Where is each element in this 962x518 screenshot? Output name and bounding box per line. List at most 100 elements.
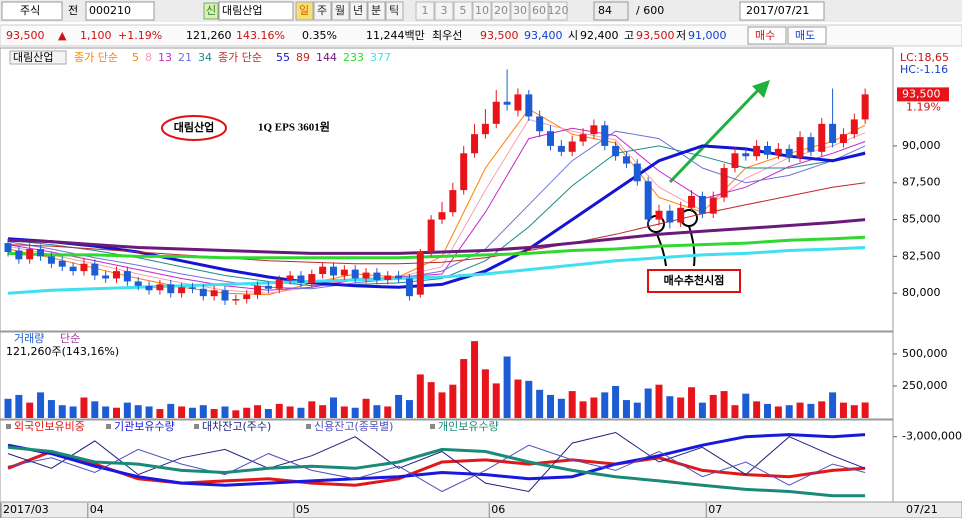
minute-button[interactable] (472, 1, 492, 21)
candle-body (829, 123, 837, 143)
candle-body (492, 101, 500, 124)
minute-button[interactable] (415, 1, 435, 21)
period-button[interactable] (313, 1, 332, 21)
volume-bar (829, 392, 837, 418)
volume-bar (612, 385, 620, 418)
candle-body (145, 285, 153, 291)
count-box[interactable] (593, 1, 629, 21)
volume: 121,260 (186, 29, 232, 42)
volume-bar (850, 405, 858, 418)
buy: 매수 (755, 29, 775, 42)
volume-bar (47, 400, 55, 418)
volume-bar (26, 402, 34, 418)
candle-body (579, 134, 587, 142)
period-button[interactable] (349, 1, 368, 21)
candle-body (764, 145, 771, 155)
volume-bar (492, 383, 500, 418)
volume-bar (677, 397, 685, 418)
legend-item: 기관보유수량 (114, 420, 175, 433)
minute-button[interactable] (510, 1, 530, 21)
date-box[interactable] (739, 1, 825, 21)
code-input[interactable] (85, 1, 155, 21)
volume-bar (319, 405, 327, 418)
candle-body (839, 134, 847, 143)
volume-bar (123, 402, 131, 418)
volume-bar (742, 393, 750, 418)
volume-bar (698, 402, 706, 418)
volume-bar (503, 356, 511, 418)
minute-button[interactable] (434, 1, 454, 21)
minute-button[interactable] (529, 1, 549, 21)
candle-body (742, 153, 750, 157)
volume-last: 121,260주(143,16%) (6, 345, 119, 358)
legend-item: 외국인보유비중 (14, 420, 85, 433)
candle-body (590, 125, 598, 135)
minute-button[interactable] (548, 1, 568, 21)
volume-bar (275, 403, 283, 418)
candle-body (514, 94, 522, 111)
market-select[interactable] (1, 1, 63, 21)
badge-box (203, 2, 219, 20)
candle-body (156, 284, 164, 291)
volume-bar (579, 401, 587, 418)
buy-button[interactable] (747, 26, 787, 45)
volume-bar (113, 407, 120, 418)
minute: 120 (548, 4, 569, 17)
candle-body (395, 275, 403, 279)
candle-body (438, 212, 446, 220)
period-button[interactable] (385, 1, 404, 21)
name-ellipse (161, 115, 227, 141)
volume-bar (297, 407, 305, 418)
ask: 93,500 (480, 29, 519, 42)
volume-bar (666, 396, 674, 418)
minute-button[interactable] (453, 1, 473, 21)
candle-body (113, 271, 120, 279)
volume-bar (405, 400, 413, 418)
candle-body (286, 275, 294, 280)
minute: 60 (532, 4, 546, 17)
candle-body (37, 249, 45, 257)
minute-button[interactable] (491, 1, 511, 21)
rate: +1.19% (118, 29, 162, 42)
candle-body (547, 131, 554, 146)
period-button[interactable] (367, 1, 386, 21)
volume-bar (460, 359, 468, 418)
candle-body (612, 145, 620, 157)
legend-item: 55 (276, 51, 290, 64)
stock-label: 대림산업 (13, 51, 53, 64)
candle-body (850, 119, 858, 135)
period-button[interactable] (295, 1, 314, 21)
volume-bar (232, 410, 240, 418)
sell-button[interactable] (787, 26, 827, 45)
volume-bar (807, 403, 815, 418)
x-tick-label: 2017/03 (3, 503, 49, 516)
legend-item: 5 (132, 51, 139, 64)
indicator-line (7, 445, 866, 498)
name-tag: 대림산업 (174, 120, 214, 134)
volume-bar (351, 407, 359, 418)
candle-body (308, 274, 316, 283)
candle-body (123, 271, 131, 282)
high-label: 고 (624, 29, 634, 42)
volume-bar (633, 402, 641, 418)
candle-body (785, 148, 793, 158)
volume-bar (264, 409, 272, 418)
volume-bar (818, 401, 826, 418)
period-button[interactable] (331, 1, 350, 21)
indicator-line (7, 433, 866, 487)
volume-bar (568, 391, 576, 418)
sell: 매도 (795, 29, 815, 42)
period: 분 (371, 4, 381, 17)
candle-body (102, 275, 110, 279)
last-rate: 1.19% (906, 100, 941, 113)
volume-bar (199, 405, 207, 418)
legend-item: 34 (198, 51, 212, 64)
volume-bar (861, 402, 869, 418)
volume-bar (384, 406, 392, 418)
badge: 신 (206, 4, 216, 17)
volume-rate: 143.16% (236, 29, 285, 42)
candle-body (69, 266, 77, 272)
volume-bar (254, 405, 262, 418)
candle-body (91, 263, 99, 276)
